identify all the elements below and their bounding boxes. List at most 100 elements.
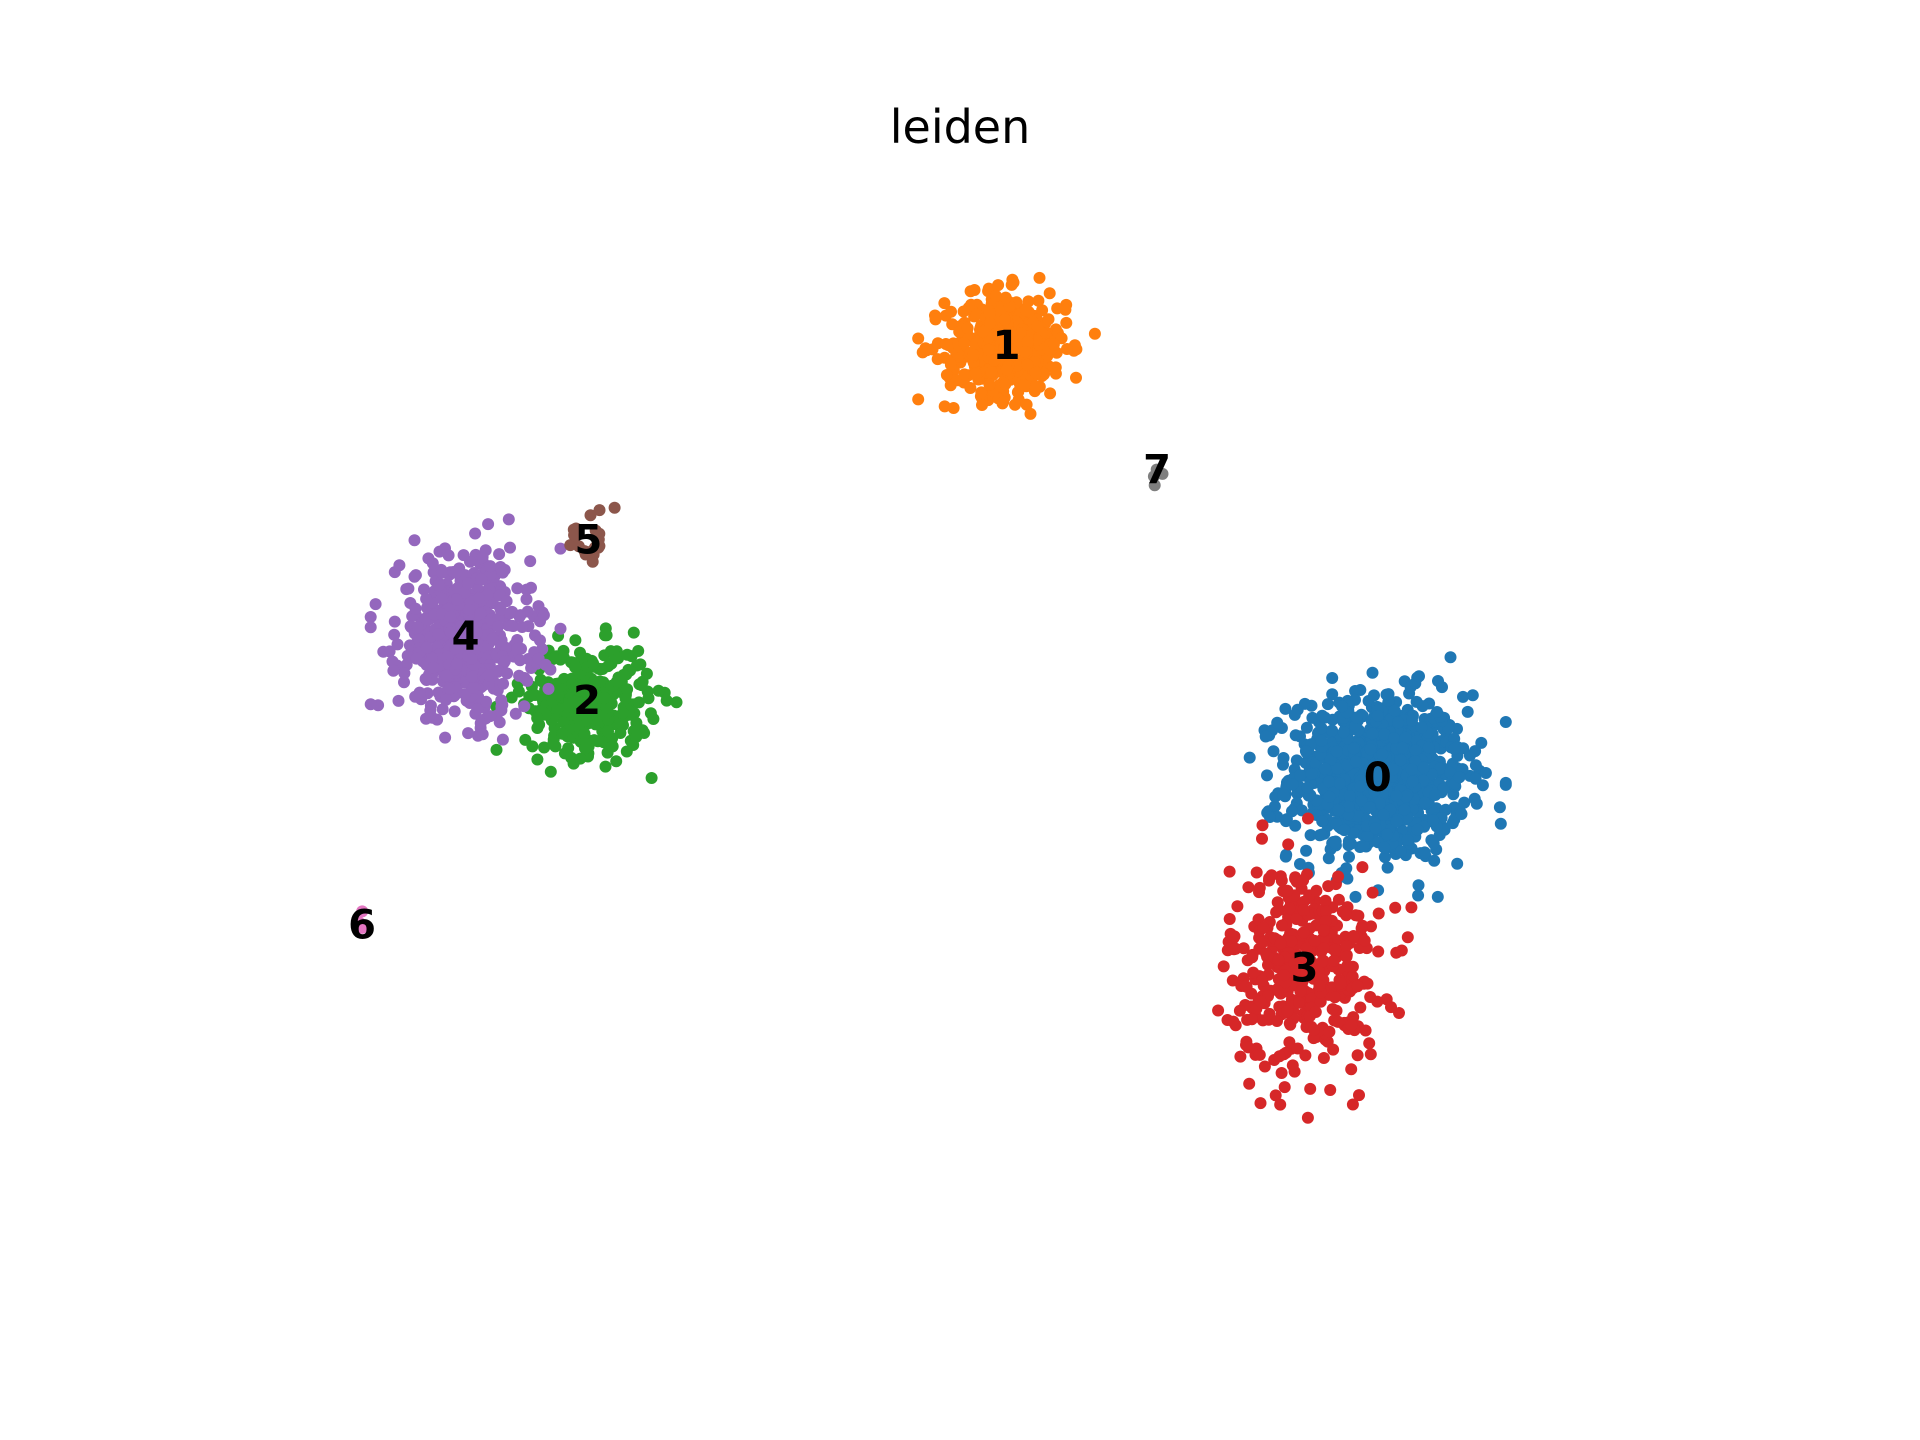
cluster-label-4: 4 [452,614,480,660]
data-point [504,541,516,554]
data-point [1290,875,1303,888]
data-point [419,672,432,685]
data-point [1042,313,1055,326]
data-point [520,593,533,606]
data-point [1316,815,1329,828]
data-point [975,386,988,399]
data-point [1331,762,1344,775]
data-point [1070,371,1082,384]
data-point [1368,785,1381,798]
data-point [958,337,971,350]
data-point [1401,931,1414,944]
data-point [450,658,463,670]
data-point [1300,844,1313,857]
data-point [1409,744,1422,757]
data-point [1493,801,1506,814]
data-point [1324,753,1337,766]
data-point [586,555,599,568]
data-point [1390,789,1403,802]
data-point [616,707,629,719]
data-point [1371,995,1384,1008]
data-point [440,669,453,682]
data-point [1301,1111,1314,1124]
data-point [578,727,591,740]
data-point [569,529,582,542]
cluster-label-7: 7 [1143,447,1171,493]
data-point [1315,722,1328,735]
data-point [1328,991,1341,1004]
data-point [1323,775,1335,788]
data-point [1256,974,1269,987]
data-point [989,289,1002,302]
data-point [1231,900,1244,913]
data-point [1378,728,1391,741]
data-point [983,378,996,391]
data-point [945,305,957,318]
data-point [1247,966,1260,979]
data-point [1347,930,1360,942]
data-point [1254,1097,1267,1110]
data-point [632,645,645,657]
data-point [1338,824,1351,837]
data-point [1396,741,1409,754]
data-point [496,733,509,746]
data-point [976,399,988,411]
data-point [386,655,399,668]
data-point [1274,1098,1287,1111]
data-point [1372,945,1385,958]
data-point [484,569,497,581]
data-point [364,698,377,711]
data-point [1329,943,1342,956]
data-point [1457,742,1470,755]
data-point [1156,467,1169,480]
data-point [1361,829,1374,842]
data-point [584,509,597,522]
data-point [492,620,504,633]
data-point [457,549,470,562]
data-point [1317,1052,1330,1064]
data-point [938,297,951,310]
data-point [938,400,951,413]
data-point [436,703,449,716]
data-point [1254,995,1267,1008]
data-point [1258,1060,1271,1073]
data-point [520,583,533,596]
data-point [1033,271,1046,284]
data-point [1499,778,1512,791]
data-point [496,698,509,711]
data-point [1288,708,1301,721]
data-point [587,657,600,670]
data-point [442,549,455,562]
data-point [1020,398,1033,411]
data-point [532,600,545,613]
data-point [1470,797,1483,810]
data-point [1323,1025,1336,1038]
data-point [1412,889,1425,902]
data-point [529,689,541,701]
data-point [1011,359,1024,372]
data-point [1049,367,1062,380]
data-point [1392,716,1405,729]
data-point [1341,872,1354,885]
data-point [1279,702,1292,715]
data-point [1455,808,1468,820]
data-point [984,317,997,330]
data-point [947,402,960,414]
data-point [1304,1082,1317,1095]
data-point [942,339,955,352]
data-point [1371,709,1384,722]
data-point [1422,741,1435,754]
data-point [1356,861,1369,874]
cluster-label-3: 3 [1291,946,1319,992]
data-point [579,742,591,755]
cluster-7-points [1147,463,1169,492]
data-point [482,678,495,690]
data-point [511,642,524,655]
data-point [610,675,623,688]
data-point [1233,1004,1246,1017]
data-point [1377,808,1390,821]
data-point [1381,861,1394,874]
data-point [1300,721,1313,734]
cluster-6-points [352,905,369,934]
data-point [1376,748,1389,761]
